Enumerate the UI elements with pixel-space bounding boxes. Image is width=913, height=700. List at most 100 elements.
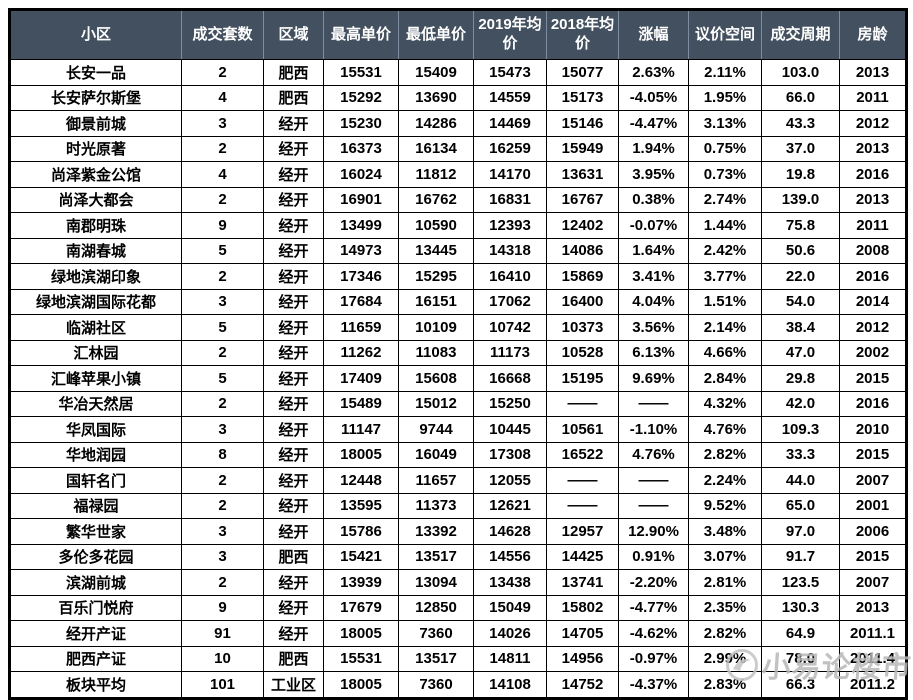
cell-min-unit-price: 15012 <box>398 390 474 417</box>
cell-avg-price-2018: 15802 <box>546 594 619 621</box>
cell-deal-count: 2 <box>181 59 264 86</box>
cell-district: 经开 <box>263 186 324 213</box>
cell-deal-count: 2 <box>181 390 264 417</box>
cell-avg-price-2019: 15473 <box>473 59 547 86</box>
cell-price-change: 3.41% <box>618 263 689 290</box>
cell-deal-cycle: 42.0 <box>761 390 840 417</box>
cell-min-unit-price: 7360 <box>398 671 474 699</box>
cell-district: 经开 <box>263 518 324 545</box>
cell-min-unit-price: 7360 <box>398 620 474 647</box>
cell-house-age: 2016 <box>839 161 907 188</box>
cell-house-age: 2015 <box>839 543 907 570</box>
table-row: 绿地滨湖国际花都 3 经开 17684 16151 17062 16400 4.04% 1.51… <box>9 288 907 315</box>
column-header-deal-cycle: 成交周期 <box>761 9 840 60</box>
cell-avg-price-2018: 10528 <box>546 339 619 366</box>
cell-price-change: 1.94% <box>618 135 689 162</box>
cell-avg-price-2019: 16259 <box>473 135 547 162</box>
cell-avg-price-2019: 16668 <box>473 365 547 392</box>
cell-bargain-space: 1.95% <box>688 84 762 111</box>
cell-community: 绿地滨湖印象 <box>9 263 182 290</box>
cell-house-age: 2013 <box>839 135 907 162</box>
cell-house-age: 2012 <box>839 314 907 341</box>
cell-house-age: 2008 <box>839 237 907 264</box>
cell-community: 肥西产证 <box>9 645 182 672</box>
cell-bargain-space: 2.42% <box>688 237 762 264</box>
cell-avg-price-2019: 14469 <box>473 110 547 137</box>
cell-community: 板块平均 <box>9 671 182 699</box>
cell-bargain-space: 2.82% <box>688 441 762 468</box>
cell-min-unit-price: 11812 <box>398 161 474 188</box>
cell-max-unit-price: 11262 <box>323 339 399 366</box>
cell-avg-price-2019: 10445 <box>473 416 547 443</box>
cell-avg-price-2018: 12402 <box>546 212 619 239</box>
cell-district: 肥西 <box>263 84 324 111</box>
cell-deal-count: 9 <box>181 212 264 239</box>
cell-district: 经开 <box>263 212 324 239</box>
cell-deal-cycle: 130.3 <box>761 594 840 621</box>
table-row: 汇林园 2 经开 11262 11083 11173 10528 6.13% 4.66% 47.0… <box>9 339 907 366</box>
cell-district: 经开 <box>263 110 324 137</box>
cell-max-unit-price: 16901 <box>323 186 399 213</box>
cell-price-change: -0.97% <box>618 645 689 672</box>
cell-max-unit-price: 13499 <box>323 212 399 239</box>
cell-deal-cycle: 64.9 <box>761 620 840 647</box>
cell-price-change: -2.20% <box>618 569 689 596</box>
cell-max-unit-price: 16373 <box>323 135 399 162</box>
cell-price-change: 4.76% <box>618 441 689 468</box>
cell-avg-price-2018: 15173 <box>546 84 619 111</box>
cell-max-unit-price: 15230 <box>323 110 399 137</box>
cell-avg-price-2018: 14752 <box>546 671 619 699</box>
cell-deal-cycle: 123.5 <box>761 569 840 596</box>
cell-deal-count: 5 <box>181 237 264 264</box>
cell-community: 尚泽紫金公馆 <box>9 161 182 188</box>
table-row: 滨湖前城 2 经开 13939 13094 13438 13741 -2.20% 2.81% 12… <box>9 569 907 596</box>
cell-avg-price-2018: 14956 <box>546 645 619 672</box>
cell-avg-price-2018: 14705 <box>546 620 619 647</box>
cell-community: 长安一品 <box>9 59 182 86</box>
cell-avg-price-2018: 15869 <box>546 263 619 290</box>
cell-avg-price-2018: —— <box>546 467 619 494</box>
cell-avg-price-2018: 15949 <box>546 135 619 162</box>
cell-district: 经开 <box>263 467 324 494</box>
cell-deal-count: 101 <box>181 671 264 699</box>
table-row: 南郡明珠 9 经开 13499 10590 12393 12402 -0.07% 1.44% 75… <box>9 212 907 239</box>
cell-district: 经开 <box>263 441 324 468</box>
cell-house-age: 2001 <box>839 492 907 519</box>
cell-bargain-space: 4.76% <box>688 416 762 443</box>
cell-max-unit-price: 18005 <box>323 620 399 647</box>
cell-bargain-space: 9.52% <box>688 492 762 519</box>
cell-bargain-space: 2.14% <box>688 314 762 341</box>
cell-deal-count: 3 <box>181 543 264 570</box>
cell-min-unit-price: 13392 <box>398 518 474 545</box>
table-row: 时光原著 2 经开 16373 16134 16259 15949 1.94% 0.75% 37.… <box>9 135 907 162</box>
cell-community: 多伦多花园 <box>9 543 182 570</box>
cell-deal-count: 2 <box>181 186 264 213</box>
cell-min-unit-price: 15295 <box>398 263 474 290</box>
cell-avg-price-2018: 10373 <box>546 314 619 341</box>
cell-deal-cycle: 54.0 <box>761 288 840 315</box>
cell-deal-cycle: 44.0 <box>761 467 840 494</box>
cell-deal-cycle: 66.3 <box>761 671 840 699</box>
cell-price-change: -4.05% <box>618 84 689 111</box>
cell-price-change: 1.64% <box>618 237 689 264</box>
cell-district: 经开 <box>263 492 324 519</box>
cell-price-change: 9.69% <box>618 365 689 392</box>
cell-min-unit-price: 10590 <box>398 212 474 239</box>
cell-price-change: -4.37% <box>618 671 689 699</box>
column-header-deal-count: 成交套数 <box>181 9 264 60</box>
cell-deal-count: 5 <box>181 365 264 392</box>
cell-house-age: 2014 <box>839 288 907 315</box>
cell-deal-count: 2 <box>181 492 264 519</box>
cell-max-unit-price: 17346 <box>323 263 399 290</box>
deals-table-body: 长安一品 2 肥西 15531 15409 15473 15077 2.63% 2.11% 103… <box>9 59 907 699</box>
cell-max-unit-price: 15531 <box>323 645 399 672</box>
cell-bargain-space: 2.82% <box>688 620 762 647</box>
cell-deal-count: 2 <box>181 569 264 596</box>
cell-deal-cycle: 91.7 <box>761 543 840 570</box>
cell-bargain-space: 2.81% <box>688 569 762 596</box>
cell-house-age: 2015 <box>839 441 907 468</box>
cell-community: 尚泽大都会 <box>9 186 182 213</box>
cell-community: 御景前城 <box>9 110 182 137</box>
cell-max-unit-price: 13939 <box>323 569 399 596</box>
